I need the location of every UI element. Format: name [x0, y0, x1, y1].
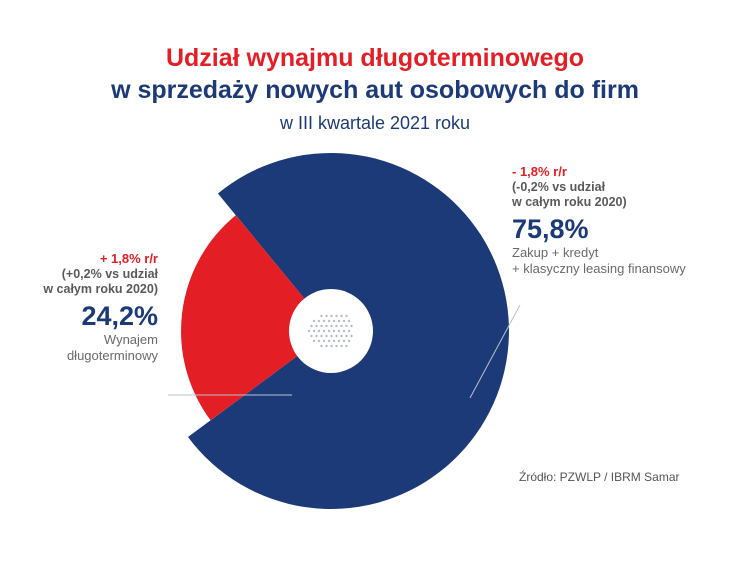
- note-line1-long-term-rental: (+0,2% vs udział: [61, 267, 158, 281]
- value-long-term-rental: 24,2%: [81, 301, 158, 331]
- chart-title-line1: Udział wynajmu długoterminowego: [165, 44, 585, 72]
- chart-title-line2: w sprzedaży nowych aut osobowych do firm: [111, 76, 639, 104]
- poland-dot-map-icon: [307, 314, 353, 348]
- desc-line2-long-term-rental: długoterminowy: [66, 348, 158, 363]
- donut-hole: [289, 289, 373, 373]
- label-purchase-credit-leasing: - 1,8% r/r (-0,2% vs udział w całym roku…: [512, 163, 742, 277]
- note-line2-long-term-rental: w całym roku 2020): [43, 282, 158, 296]
- desc-line1-purchase-credit-leasing: Zakup + kredyt: [512, 245, 599, 260]
- title-block: Udział wynajmu długoterminowego w sprzed…: [0, 42, 750, 138]
- desc-line1-long-term-rental: Wynajem: [103, 332, 158, 347]
- source-note: Źródło: PZWLP / IBRM Samar: [519, 470, 680, 484]
- chart-subtitle: w III kwartale 2021 roku: [279, 113, 471, 133]
- desc-line2-purchase-credit-leasing: + klasyczny leasing finansowy: [512, 261, 686, 276]
- change-purchase-credit-leasing: - 1,8% r/r: [512, 164, 567, 179]
- note-line1-purchase-credit-leasing: (-0,2% vs udział: [512, 180, 606, 194]
- label-long-term-rental: + 1,8% r/r (+0,2% vs udział w całym roku…: [20, 250, 158, 364]
- right-leader-line: [469, 304, 521, 399]
- value-purchase-credit-leasing: 75,8%: [512, 214, 589, 244]
- slice-long-term-rental: [181, 215, 331, 421]
- note-line2-purchase-credit-leasing: w całym roku 2020): [512, 195, 627, 209]
- change-long-term-rental: + 1,8% r/r: [99, 251, 158, 266]
